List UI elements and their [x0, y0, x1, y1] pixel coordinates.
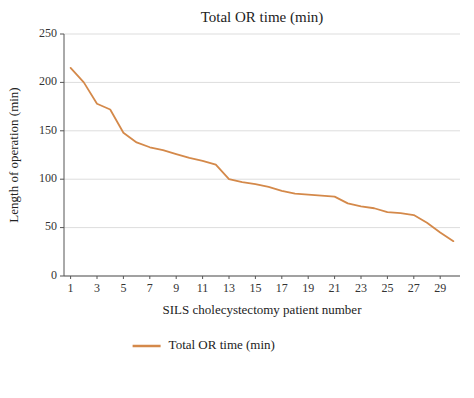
tick-mark [202, 276, 203, 279]
chart: 0501001502002501357911131517192123252729… [0, 0, 474, 398]
tick-label: 13 [223, 281, 235, 295]
tick-label: 27 [408, 281, 420, 295]
tick-label: 150 [39, 123, 57, 137]
y-axis-label: Length of operation (min) [6, 87, 21, 222]
tick-mark [176, 276, 177, 279]
tick-mark [97, 276, 98, 279]
grid [64, 34, 460, 276]
legend-label: Total OR time (min) [169, 337, 275, 352]
y-axis: 0 50 100 150 200 250 [39, 26, 64, 282]
tick-label: 29 [434, 281, 446, 295]
tick-label: 15 [249, 281, 261, 295]
x-axis: 1357911131517192123252729 [68, 276, 447, 295]
tick-label: 1 [68, 281, 74, 295]
tick-mark [60, 179, 64, 180]
tick-mark [229, 276, 230, 279]
grid-line [64, 34, 460, 35]
legend-swatch [133, 345, 161, 348]
title: Total OR time (min) [201, 9, 324, 26]
tick-mark [60, 34, 64, 35]
tick-mark [440, 276, 441, 279]
tick-label: 23 [355, 281, 367, 295]
grid-line [64, 179, 460, 180]
tick-mark [334, 276, 335, 279]
tick-label: 7 [147, 281, 153, 295]
tick-mark [60, 276, 64, 277]
y-axis-line [64, 34, 65, 276]
tick-mark [361, 276, 362, 279]
grid-line [64, 227, 460, 228]
legend: Total OR time (min) [133, 337, 275, 352]
tick-label: 0 [51, 268, 57, 282]
tick-label: 3 [94, 281, 100, 295]
tick-label: 9 [173, 281, 179, 295]
tick-mark [70, 276, 71, 279]
tick-label: 50 [45, 219, 57, 233]
tick-mark [149, 276, 150, 279]
tick-mark [255, 276, 256, 279]
tick-mark [387, 276, 388, 279]
plot-area [71, 68, 454, 241]
tick-label: 21 [329, 281, 341, 295]
tick-mark [60, 227, 64, 228]
tick-mark [308, 276, 309, 279]
tick-label: 200 [39, 74, 57, 88]
tick-label: 250 [39, 26, 57, 40]
tick-mark [413, 276, 414, 279]
tick-label: 100 [39, 171, 57, 185]
tick-mark [60, 130, 64, 131]
tick-label: 11 [197, 281, 209, 295]
tick-mark [281, 276, 282, 279]
grid-line [64, 82, 460, 83]
tick-label: 5 [120, 281, 126, 295]
data-line [71, 68, 454, 241]
tick-label: 25 [381, 281, 393, 295]
tick-label: 17 [276, 281, 288, 295]
tick-label: 19 [302, 281, 314, 295]
tick-mark [60, 82, 64, 83]
tick-mark [123, 276, 124, 279]
x-axis-label: SILS cholecystectomy patient number [163, 302, 363, 317]
